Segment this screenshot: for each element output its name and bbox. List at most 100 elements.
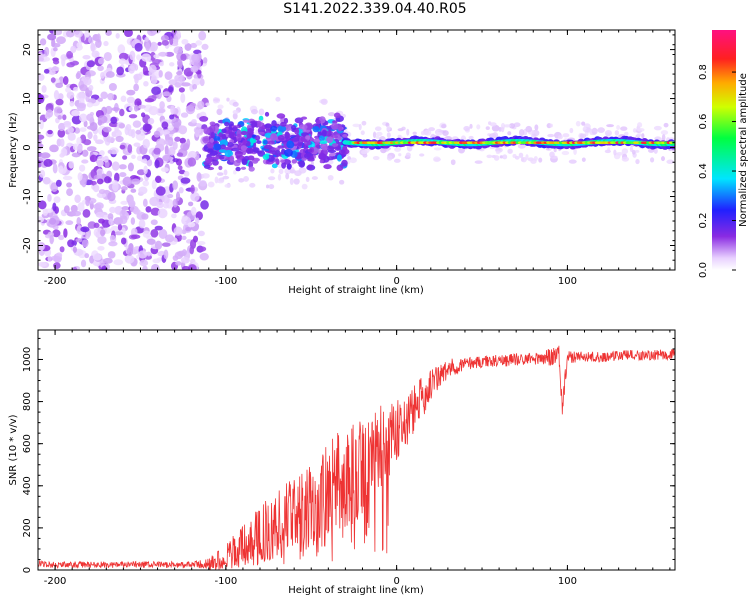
heatmap-cell [223,169,228,176]
heatmap-cell [336,164,344,171]
heatmap-cell [183,170,190,177]
heatmap-cell [73,30,84,38]
heatmap-cell [83,76,92,86]
heatmap-cell [207,148,214,152]
heatmap-cell [206,141,214,149]
heatmap-cell [264,123,272,129]
heatmap-cell [507,131,512,136]
heatmap-cell [222,175,230,180]
heatmap-cell [397,128,404,132]
heatmap-cell [235,133,242,142]
heatmap-cell [203,57,208,64]
y-tick-label: -20 [22,237,33,253]
heatmap-cell [167,193,174,199]
heatmap-cell [125,124,132,131]
heatmap-cell [39,119,44,130]
heatmap-cell [224,149,233,158]
heatmap-cell [82,209,91,218]
heatmap-cell [107,191,116,202]
heatmap-cell [123,30,133,38]
heatmap-cell [361,120,367,126]
heatmap-cell [100,229,106,237]
heatmap-cell [469,123,473,129]
x-tick-label: -100 [215,276,238,287]
heatmap-cell [192,83,198,90]
heatmap-cell [520,157,524,162]
heatmap-cell [636,133,642,137]
heatmap-cell [54,106,63,114]
heatmap-cell [235,155,241,159]
heatmap-cell [39,169,46,178]
heatmap-cell [221,128,227,134]
heatmap-cell [549,123,553,128]
heatmap-cell [93,222,100,229]
heatmap-cell [158,51,168,57]
heatmap-cell [65,30,75,38]
heatmap-cell [121,209,126,216]
heatmap-cell [267,140,276,145]
heatmap-cell [102,214,109,220]
heatmap-cell [145,42,151,52]
heatmap-cell [49,69,56,76]
spectrogram-y-axis-label: Frequency (Hz) [8,112,19,188]
heatmap-cell [336,154,342,162]
heatmap-cell [171,42,179,47]
heatmap-cell [264,111,270,117]
heatmap-cell [159,101,165,110]
heatmap-cell [424,129,432,136]
heatmap-cell [209,138,215,143]
heatmap-cell [77,202,85,212]
heatmap-cell [220,144,226,149]
heatmap-cell [569,127,574,134]
heatmap-cell [250,108,258,115]
heatmap-cell [503,124,511,128]
heatmap-cell [43,158,53,167]
heatmap-cell [216,172,224,176]
heatmap-cell [339,179,345,185]
heatmap-cell [240,130,248,136]
heatmap-cell [132,120,142,128]
heatmap-cell [143,165,148,175]
heatmap-cell [251,121,258,128]
heatmap-cell [224,121,230,127]
heatmap-cell [133,142,141,147]
heatmap-cell [666,159,675,164]
heatmap-cell [156,138,166,147]
heatmap-cell [613,149,617,156]
heatmap-cell [164,133,170,142]
heatmap-cell [252,147,260,153]
heatmap-cell [174,74,183,82]
heatmap-cell [103,40,109,47]
heatmap-cell [300,116,308,120]
heatmap-cell [561,150,570,156]
heatmap-cell [298,167,307,174]
heatmap-cell [277,134,285,142]
heatmap-cell [79,84,88,92]
heatmap-cell [128,106,134,112]
heatmap-cell [213,156,220,160]
heatmap-cell [142,138,150,149]
spectrogram-y-ticks: 20 10 0 -10 -20 [22,34,675,271]
heatmap-cell [153,54,160,59]
heatmap-cell [147,117,155,125]
heatmap-cell [148,64,157,73]
heatmap-cell [141,213,149,220]
heatmap-cell [197,246,207,252]
heatmap-cell [80,226,90,233]
heatmap-cell [232,126,238,132]
heatmap-cell [498,126,502,132]
heatmap-cell [142,180,150,187]
heatmap-cell [661,156,665,162]
heatmap-cell [428,127,435,132]
heatmap-cell [126,247,134,257]
heatmap-cell [653,125,662,131]
heatmap-cell [55,179,62,187]
heatmap-cell [380,147,387,154]
heatmap-cell [196,241,206,246]
heatmap-cell [76,42,82,49]
heatmap-cell [277,125,287,133]
heatmap-cell [178,87,185,93]
heatmap-cell [91,50,100,58]
heatmap-cell [130,217,136,225]
